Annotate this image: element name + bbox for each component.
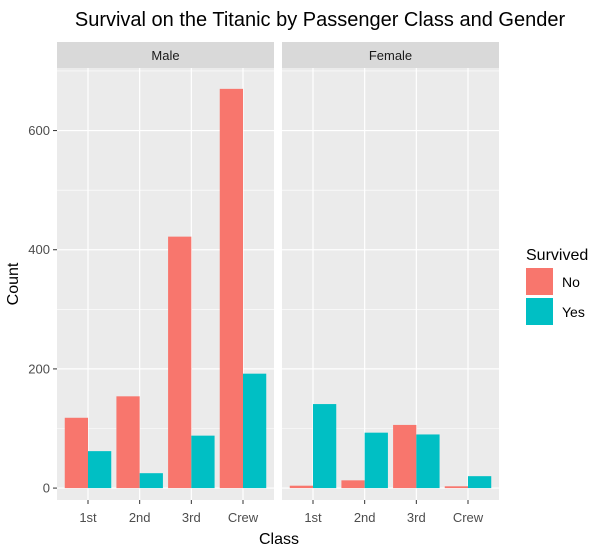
legend-label-no: No bbox=[562, 274, 580, 290]
x-tick-label: Crew bbox=[228, 510, 259, 525]
y-tick-label: 0 bbox=[43, 481, 50, 496]
bar-male-crew-no bbox=[219, 88, 243, 489]
facet-panel-male: Male 1st 2nd 3rd Crew bbox=[57, 42, 274, 525]
bar-female-2nd-yes bbox=[364, 432, 388, 489]
x-tick-label: 3rd bbox=[407, 510, 426, 525]
facet-strip bbox=[282, 42, 499, 68]
x-tick-label: 2nd bbox=[354, 510, 376, 525]
bar-female-1st-no bbox=[289, 485, 313, 489]
bar-male-1st-yes bbox=[88, 451, 112, 489]
bar-female-1st-yes bbox=[313, 404, 337, 489]
x-tick-label: 2nd bbox=[129, 510, 151, 525]
chart-title: Survival on the Titanic by Passenger Cla… bbox=[75, 9, 566, 31]
x-axis-label: Class bbox=[259, 531, 299, 548]
x-tick-label: 1st bbox=[304, 510, 322, 525]
legend-title: Survived bbox=[526, 247, 588, 264]
legend: Survived No Yes bbox=[526, 247, 588, 325]
bar-male-2nd-yes bbox=[139, 473, 163, 489]
legend-key-yes bbox=[526, 298, 553, 325]
bar-male-1st-no bbox=[64, 417, 88, 489]
bar-female-crew-no bbox=[444, 486, 468, 489]
bar-male-3rd-no bbox=[168, 236, 192, 489]
x-tick-label: 1st bbox=[79, 510, 97, 525]
x-tick-label: 3rd bbox=[182, 510, 201, 525]
facet-panel-female: Female 1st 2nd 3rd Crew bbox=[282, 42, 499, 525]
bar-female-3rd-no bbox=[393, 424, 417, 489]
bar-male-2nd-no bbox=[116, 396, 140, 489]
facet-strip-label: Female bbox=[369, 48, 412, 63]
bar-male-3rd-yes bbox=[191, 435, 215, 489]
bar-female-3rd-yes bbox=[416, 434, 440, 489]
y-tick-label: 600 bbox=[28, 123, 50, 138]
bar-male-crew-yes bbox=[243, 373, 267, 489]
x-tick-label: Crew bbox=[453, 510, 484, 525]
y-axis-label: Count bbox=[5, 262, 22, 305]
y-tick-label: 200 bbox=[28, 361, 50, 376]
facet-panels: Male 1st 2nd 3rd Crew Female 1st 2nd 3rd Crew 0 200… bbox=[28, 42, 499, 525]
legend-key-no bbox=[526, 268, 553, 295]
bar-female-crew-yes bbox=[468, 476, 492, 489]
y-tick-label: 400 bbox=[28, 242, 50, 257]
legend-label-yes: Yes bbox=[562, 304, 585, 320]
facet-strip-label: Male bbox=[151, 48, 179, 63]
bar-female-2nd-no bbox=[341, 480, 365, 489]
facet-strip bbox=[57, 42, 274, 68]
y-axis: 0 200 400 600 bbox=[28, 123, 57, 496]
